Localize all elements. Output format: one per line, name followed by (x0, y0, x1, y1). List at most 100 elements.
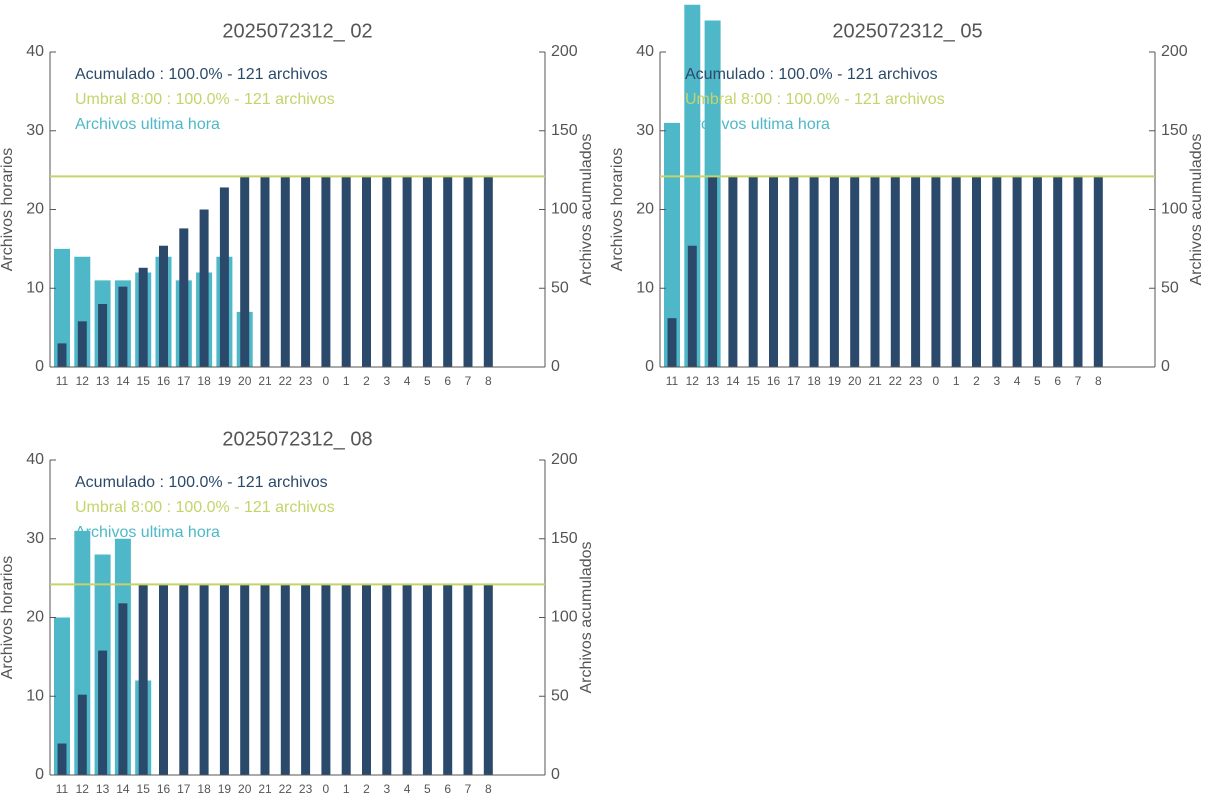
x-tick-label: 1 (953, 374, 960, 388)
y2-tick-label: 150 (551, 122, 578, 139)
bar (98, 650, 108, 775)
legend-label: Umbral 8:00 : 100.0% - 121 archivos (75, 499, 335, 516)
x-tick-label: 7 (1075, 374, 1082, 388)
x-tick-label: 4 (404, 374, 411, 388)
bar (118, 603, 128, 775)
x-tick-label: 17 (177, 374, 191, 388)
x-tick-label: 3 (993, 374, 1000, 388)
x-tick-label: 11 (666, 374, 679, 388)
bar (240, 176, 250, 367)
y-tick-label: 40 (26, 43, 44, 60)
x-tick-label: 5 (1034, 374, 1041, 388)
legend-label: Acumulado : 100.0% - 121 archivos (75, 66, 328, 83)
x-tick-label: 3 (383, 374, 390, 388)
bar (382, 584, 392, 775)
bar (362, 176, 371, 367)
bar (829, 176, 839, 367)
bar (57, 343, 67, 367)
bar (443, 584, 453, 775)
bar (463, 176, 473, 367)
bar (260, 584, 270, 775)
bar (98, 304, 108, 367)
x-tick-label: 12 (686, 374, 700, 388)
bar (911, 176, 921, 367)
x-tick-label: 6 (1054, 374, 1061, 388)
x-tick-label: 0 (323, 782, 330, 796)
bar (664, 122, 680, 367)
x-tick-label: 22 (279, 782, 293, 796)
bar (483, 176, 493, 367)
x-tick-label: 13 (96, 374, 110, 388)
legend-label: Acumulado : 100.0% - 121 archivos (75, 474, 328, 491)
bar (362, 584, 371, 775)
chart-title: 2025072312_ 02 (222, 20, 372, 42)
legend-label: Archivos ultima hora (75, 524, 220, 541)
y-tick-label: 30 (26, 530, 44, 547)
x-tick-label: 14 (726, 374, 740, 388)
x-tick-label: 19 (828, 374, 842, 388)
bar (159, 584, 168, 775)
x-tick-label: 1 (343, 782, 350, 796)
bar (138, 584, 148, 775)
y2-tick-label: 0 (551, 766, 560, 783)
y-tick-label: 40 (26, 451, 44, 468)
bar (301, 176, 311, 367)
bar (1053, 176, 1063, 367)
x-tick-label: 8 (1095, 374, 1102, 388)
bar (687, 245, 697, 367)
x-tick-label: 18 (197, 782, 211, 796)
bar (280, 584, 290, 775)
y-tick-label: 20 (26, 609, 44, 626)
x-tick-label: 15 (137, 782, 151, 796)
x-tick-label: 4 (404, 782, 411, 796)
bar (890, 176, 900, 367)
x-tick-label: 16 (157, 782, 171, 796)
x-tick-label: 13 (96, 782, 110, 796)
bar (1073, 176, 1083, 367)
bar (769, 176, 778, 367)
y2-tick-label: 200 (1161, 43, 1188, 60)
x-tick-label: 6 (444, 374, 451, 388)
y2-tick-label: 200 (551, 451, 578, 468)
bar (138, 267, 148, 367)
y2-tick-label: 100 (551, 609, 578, 626)
bar (179, 228, 189, 367)
x-tick-label: 19 (218, 782, 232, 796)
x-tick-label: 21 (868, 374, 882, 388)
bar (118, 286, 128, 367)
bar (240, 584, 250, 775)
bar (870, 176, 880, 367)
x-tick-label: 2 (363, 782, 370, 796)
bar (57, 743, 67, 775)
bar (667, 318, 677, 367)
x-tick-label: 23 (299, 782, 313, 796)
x-tick-label: 2 (363, 374, 370, 388)
bar (260, 176, 270, 367)
x-tick-label: 23 (299, 374, 313, 388)
x-tick-label: 1 (343, 374, 350, 388)
bar (850, 176, 860, 367)
bar (789, 176, 799, 367)
x-tick-label: 20 (238, 782, 252, 796)
x-tick-label: 22 (889, 374, 903, 388)
y2-tick-label: 50 (551, 687, 569, 704)
bar (219, 584, 229, 775)
y2-tick-label: 50 (1161, 279, 1179, 296)
x-tick-label: 6 (444, 782, 451, 796)
y2-tick-label: 150 (1161, 122, 1188, 139)
x-tick-label: 18 (807, 374, 821, 388)
bar (463, 584, 473, 775)
y-tick-label: 10 (26, 687, 44, 704)
legend-label: Umbral 8:00 : 100.0% - 121 archivos (75, 91, 335, 108)
y2-tick-label: 100 (551, 201, 578, 218)
bar (443, 176, 453, 367)
bar (708, 176, 718, 367)
x-tick-label: 0 (933, 374, 940, 388)
y2-axis-label: Archivos acumulados (578, 133, 595, 285)
x-tick-label: 13 (706, 374, 720, 388)
y2-tick-label: 0 (551, 358, 560, 375)
y2-tick-label: 100 (1161, 201, 1188, 218)
chart-title: 2025072312_ 08 (222, 428, 372, 450)
bar (199, 209, 209, 367)
x-tick-label: 8 (485, 782, 492, 796)
